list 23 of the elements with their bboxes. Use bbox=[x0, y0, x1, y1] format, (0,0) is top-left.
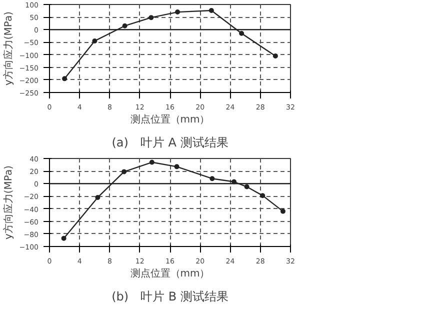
point bbox=[272, 54, 278, 59]
point bbox=[149, 160, 154, 165]
point bbox=[239, 30, 244, 36]
point bbox=[244, 184, 250, 190]
point bbox=[122, 169, 127, 174]
point bbox=[208, 8, 214, 14]
x-axis-title: 测点位置（mm） bbox=[130, 114, 210, 126]
point bbox=[92, 38, 98, 44]
point bbox=[122, 23, 128, 28]
point bbox=[175, 10, 180, 15]
point bbox=[61, 236, 66, 241]
text: (b) 叶片 B 测试结果 bbox=[112, 290, 228, 304]
y-axis-title: y方向应力(MPa) bbox=[2, 165, 14, 240]
point bbox=[260, 193, 266, 198]
y-axis-title: y方向应力(MPa) bbox=[2, 11, 14, 86]
point bbox=[95, 194, 100, 200]
point bbox=[210, 176, 215, 182]
text: (a) 叶片 A 测试结果 bbox=[112, 136, 228, 150]
point bbox=[148, 15, 154, 20]
x-axis-title: 测点位置（mm） bbox=[130, 268, 210, 280]
point bbox=[174, 164, 180, 170]
point bbox=[62, 76, 68, 82]
point bbox=[280, 208, 286, 214]
